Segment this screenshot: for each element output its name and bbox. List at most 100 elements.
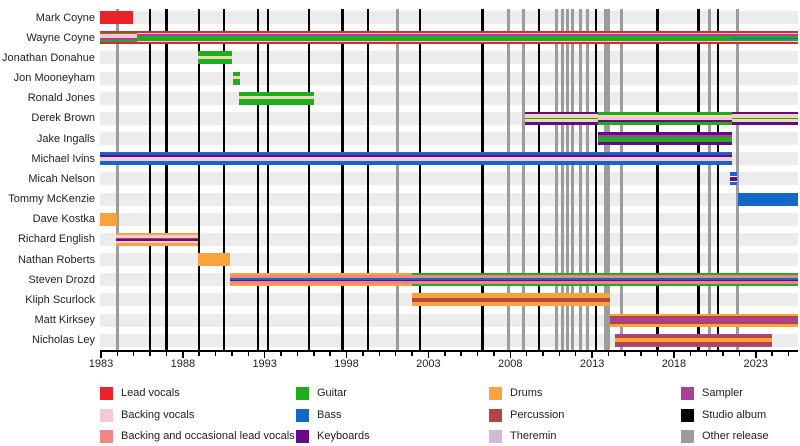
- legend-swatch-keyboards: [296, 430, 309, 443]
- bar-stripe-tan: [597, 114, 733, 117]
- studio-album-line: [481, 9, 484, 350]
- other-release-line: [566, 9, 570, 350]
- bar-stripe-purple: [597, 132, 733, 136]
- studio-album-line: [266, 9, 270, 350]
- member-label: Jake Ingalls: [36, 132, 95, 145]
- bar-stripe-purple: [597, 120, 733, 123]
- bar-stripe-green: [100, 39, 137, 43]
- bar-stripe-pink: [732, 33, 798, 35]
- member-bar: [100, 11, 133, 24]
- bar-stripe-orange: [230, 273, 413, 275]
- other-release-line: [521, 9, 525, 350]
- bar-stripe-tan: [524, 119, 598, 123]
- other-release-line: [570, 9, 574, 350]
- bar-stripe-green: [732, 36, 798, 38]
- legend-label: Studio album: [702, 408, 767, 421]
- axis-tick-label: 1993: [252, 358, 277, 370]
- legend-swatch-sampler: [681, 387, 694, 400]
- legend-swatch-percussion: [489, 408, 502, 422]
- member-label: Tommy McKenzie: [8, 193, 95, 206]
- axis-tick: [591, 351, 593, 358]
- bar-stripe-green: [597, 137, 733, 142]
- bar-stripe-green: [232, 79, 241, 85]
- bar-stripe-green: [232, 71, 241, 76]
- bar-stripe-salmon: [412, 275, 798, 279]
- bar-stripe-red: [100, 42, 137, 45]
- member-row-band: [100, 192, 798, 206]
- other-release-line: [579, 9, 583, 350]
- bar-stripe-orange: [412, 301, 611, 307]
- studio-album-line: [256, 9, 260, 350]
- bar-stripe-red: [137, 31, 733, 34]
- axis-tick: [771, 351, 773, 356]
- bar-stripe-orange: [230, 284, 413, 287]
- legend-label: Keyboards: [317, 430, 370, 442]
- bar-stripe-blue: [100, 160, 733, 166]
- bar-stripe-red: [732, 42, 798, 45]
- bar-stripe-magenta: [610, 317, 798, 323]
- studio-album-line: [165, 9, 168, 350]
- legend-swatch-lead-vocals: [100, 387, 113, 400]
- axis-tick: [378, 351, 381, 356]
- studio-album-line: [366, 9, 370, 350]
- bar-stripe-pink: [597, 116, 733, 121]
- studio-album-line: [537, 9, 541, 350]
- bar-stripe-purple: [732, 111, 798, 115]
- axis-tick: [165, 351, 168, 356]
- studio-album-line: [419, 9, 422, 350]
- member-label: Ronald Jones: [27, 92, 95, 105]
- axis-tick: [116, 351, 119, 356]
- bar-stripe-blue: [737, 192, 798, 206]
- axis-tick: [656, 351, 659, 356]
- legend-label: Theremin: [510, 430, 557, 442]
- member-bar: [729, 172, 737, 186]
- bar-stripe-blue: [729, 181, 737, 186]
- bar-stripe-tan: [197, 55, 232, 59]
- other-release-line: [507, 9, 511, 350]
- member-bar: [412, 293, 611, 307]
- bar-stripe-orange: [115, 243, 198, 246]
- bar-stripe-magenta: [732, 34, 798, 37]
- bar-stripe-green: [238, 91, 314, 96]
- bar-stripe-tan: [524, 114, 598, 118]
- member-label: Jonathan Donahue: [2, 51, 95, 64]
- legend-label: Backing and occasional lead vocals: [121, 430, 295, 442]
- bar-stripe-purple: [115, 239, 198, 241]
- axis-tick-label: 1998: [334, 358, 359, 370]
- axis-tick: [493, 351, 495, 356]
- axis-tick: [182, 351, 184, 358]
- axis-tick: [263, 351, 266, 358]
- member-bar: [137, 31, 733, 45]
- axis-tick: [558, 351, 561, 356]
- legend-swatch-bass: [296, 408, 309, 422]
- member-bar: [238, 91, 314, 105]
- bar-stripe-orange: [615, 338, 773, 343]
- x-axis-line: [100, 350, 798, 352]
- axis-tick: [509, 351, 511, 358]
- bar-stripe-blue: [732, 37, 798, 40]
- bar-stripe-purple: [732, 122, 798, 125]
- bar-stripe-purple: [597, 141, 733, 146]
- bar-stripe-green: [597, 122, 733, 125]
- member-label: Micah Nelson: [28, 172, 95, 185]
- legend-swatch-drums: [489, 387, 502, 400]
- other-release-line: [585, 9, 589, 350]
- bar-stripe-pink: [137, 33, 733, 35]
- bar-stripe-white: [729, 180, 737, 182]
- member-bar: [230, 273, 413, 287]
- bar-stripe-green: [524, 117, 598, 120]
- bar-stripe-magenta: [137, 34, 733, 37]
- member-bar: [197, 253, 231, 267]
- studio-album-line: [222, 9, 225, 350]
- member-row-band: [100, 212, 798, 226]
- bar-stripe-magenta: [597, 135, 733, 138]
- member-row-band: [100, 91, 798, 105]
- legend-swatch-backing-vocals: [100, 408, 113, 422]
- member-label: Richard English: [17, 233, 95, 246]
- legend-label: Guitar: [317, 387, 347, 399]
- bar-stripe-green: [597, 111, 733, 115]
- bar-stripe-orange: [100, 212, 118, 226]
- member-bar: [412, 273, 798, 287]
- member-label: Mark Coyne: [35, 11, 95, 24]
- member-row-band: [100, 51, 798, 65]
